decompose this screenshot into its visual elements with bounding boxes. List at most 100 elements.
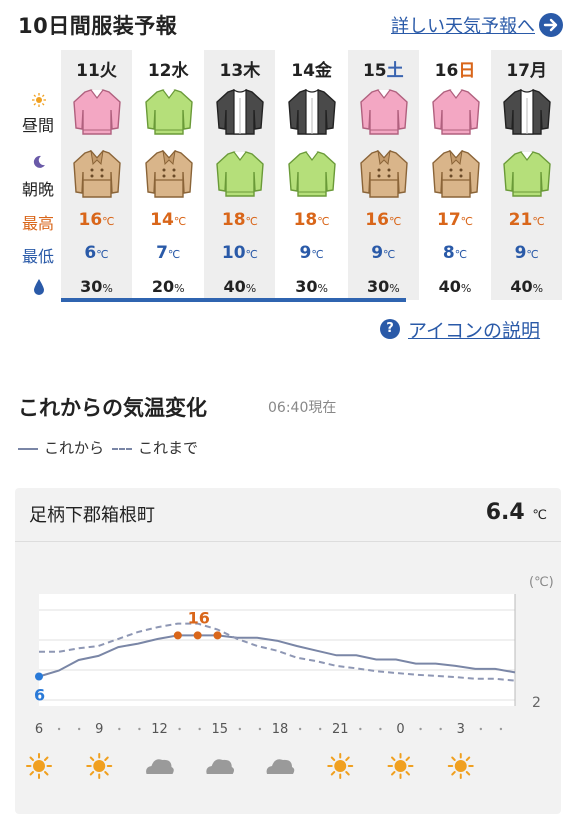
precip-value: 40 (223, 277, 246, 296)
low-temp: 9℃ (348, 243, 419, 263)
day-column: 16日 17℃ 8℃ 40% (420, 50, 491, 300)
temperature-card: 足柄下郡箱根町 6.4 ℃ (℃) 2 16 6 6 9 12 15 18 21 0 3 (15, 488, 561, 814)
x-tick-dot (379, 727, 382, 731)
temp-section-title: これからの気温変化 (18, 396, 207, 420)
x-tick-label: 21 (332, 722, 349, 737)
current-time: 06:40現在 (268, 400, 337, 416)
temp-unit: ℃ (167, 248, 181, 261)
weekday: 水 (171, 61, 189, 81)
x-tick-dot (499, 727, 503, 731)
sun-icon (86, 753, 113, 779)
weekday: 日 (458, 61, 476, 81)
dark-cardigan-icon (501, 88, 553, 140)
day-label: 15土 (348, 56, 419, 81)
max-temp-label: 16 (188, 608, 210, 627)
weekday: 土 (386, 61, 404, 81)
precip-unit: % (389, 282, 400, 295)
x-tick-dot (359, 727, 362, 731)
high-temp-value: 17 (436, 210, 461, 230)
precip-value: 30 (366, 277, 390, 296)
day-column: 17月 21℃ 9℃ 40% (491, 50, 563, 300)
x-tick-label: 18 (272, 722, 289, 737)
raindrop-icon (33, 278, 45, 300)
day-label: 17月 (491, 56, 562, 81)
temp-unit: ℃ (526, 248, 539, 261)
cloud-icon (206, 759, 235, 774)
x-tick-label: 0 (396, 722, 404, 737)
dark-cardigan-icon (214, 88, 266, 140)
day-label: 14金 (276, 56, 347, 81)
precip-range-bar (61, 298, 406, 302)
day-label: 16日 (420, 56, 491, 81)
trench-coat-icon (430, 149, 482, 202)
y-min-label: 2 (532, 695, 541, 711)
day-column: 15土 16℃ 9℃ 30% (347, 50, 419, 300)
x-tick-dot (57, 727, 61, 731)
dark-cardigan-icon (286, 88, 338, 140)
high-temp: 18℃ (204, 210, 275, 230)
chart-legend: これから これまで (18, 437, 198, 458)
green-sweater-icon (143, 88, 195, 140)
high-temp-value: 18 (293, 210, 318, 230)
x-tick-dot (318, 727, 322, 731)
day-column: 11火 16℃ 6℃ 30% (61, 50, 132, 300)
weekday: 月 (530, 61, 548, 81)
min-temp-point (35, 672, 43, 681)
temp-unit: ℃ (245, 248, 258, 261)
low-temp-value: 9 (299, 243, 312, 263)
day-number: 13 (219, 61, 244, 81)
low-temp-value: 7 (156, 243, 168, 263)
cloud-icon (266, 759, 295, 774)
high-temp: 16℃ (348, 210, 419, 230)
sun-icon (32, 92, 46, 111)
high-row-label: 最高 (21, 214, 54, 233)
trench-coat-icon (358, 149, 410, 202)
pink-sweater-icon (358, 88, 410, 140)
x-tick-dot (238, 727, 242, 731)
min-temp-label: 6 (34, 686, 45, 705)
x-tick-dot (479, 727, 483, 731)
sun-icon (447, 753, 474, 779)
low-temp: 7℃ (133, 243, 204, 263)
low-temp: 10℃ (204, 243, 275, 263)
precip-unit: % (102, 282, 113, 295)
precip-value: 30 (295, 277, 318, 296)
precip-unit: % (532, 282, 544, 295)
arrow-right-icon[interactable] (539, 13, 563, 37)
cloud-icon (146, 759, 174, 774)
low-temp-value: 6 (84, 243, 97, 263)
low-temp-value: 9 (514, 243, 527, 263)
trench-coat-icon (71, 149, 123, 202)
current-temp-unit: ℃ (532, 508, 547, 523)
day-column: 13木 18℃ 10℃ 40% (204, 50, 276, 300)
green-sweater-icon (286, 150, 338, 202)
day-row-label: 昼間 (21, 116, 54, 135)
high-temp: 18℃ (276, 210, 347, 230)
pink-sweater-icon (71, 88, 123, 140)
x-tick-label: 12 (151, 722, 168, 737)
day-label: 13木 (204, 56, 275, 81)
temp-unit: ℃ (454, 248, 468, 261)
weekday: 金 (314, 61, 332, 81)
day-number: 11 (76, 61, 100, 81)
day-column: 12水 14℃ 7℃ 20% (133, 50, 204, 300)
legend-past: これまで (138, 439, 199, 457)
x-tick-dot (118, 727, 121, 731)
current-temp-value: 6.4 (485, 500, 525, 525)
sun-icon (26, 753, 52, 779)
icon-help-link[interactable]: アイコンの説明 (408, 320, 541, 342)
x-tick-dot (138, 727, 141, 731)
temp-unit: ℃ (388, 215, 402, 228)
high-temp: 16℃ (61, 210, 132, 230)
high-temp-value: 14 (150, 210, 174, 230)
icon-help[interactable]: ? アイコンの説明 (380, 316, 562, 342)
card-header: 足柄下郡箱根町 6.4 ℃ (15, 488, 561, 542)
x-tick-label: 9 (95, 722, 103, 737)
precip-unit: % (174, 282, 185, 295)
detail-forecast-link[interactable]: 詳しい天気予報へ (391, 16, 535, 37)
temp-unit: ℃ (383, 248, 396, 261)
precip: 40% (491, 277, 562, 296)
temp-unit: ℃ (102, 215, 115, 228)
x-tick-dot (178, 727, 181, 731)
precip-value: 40 (510, 277, 533, 296)
